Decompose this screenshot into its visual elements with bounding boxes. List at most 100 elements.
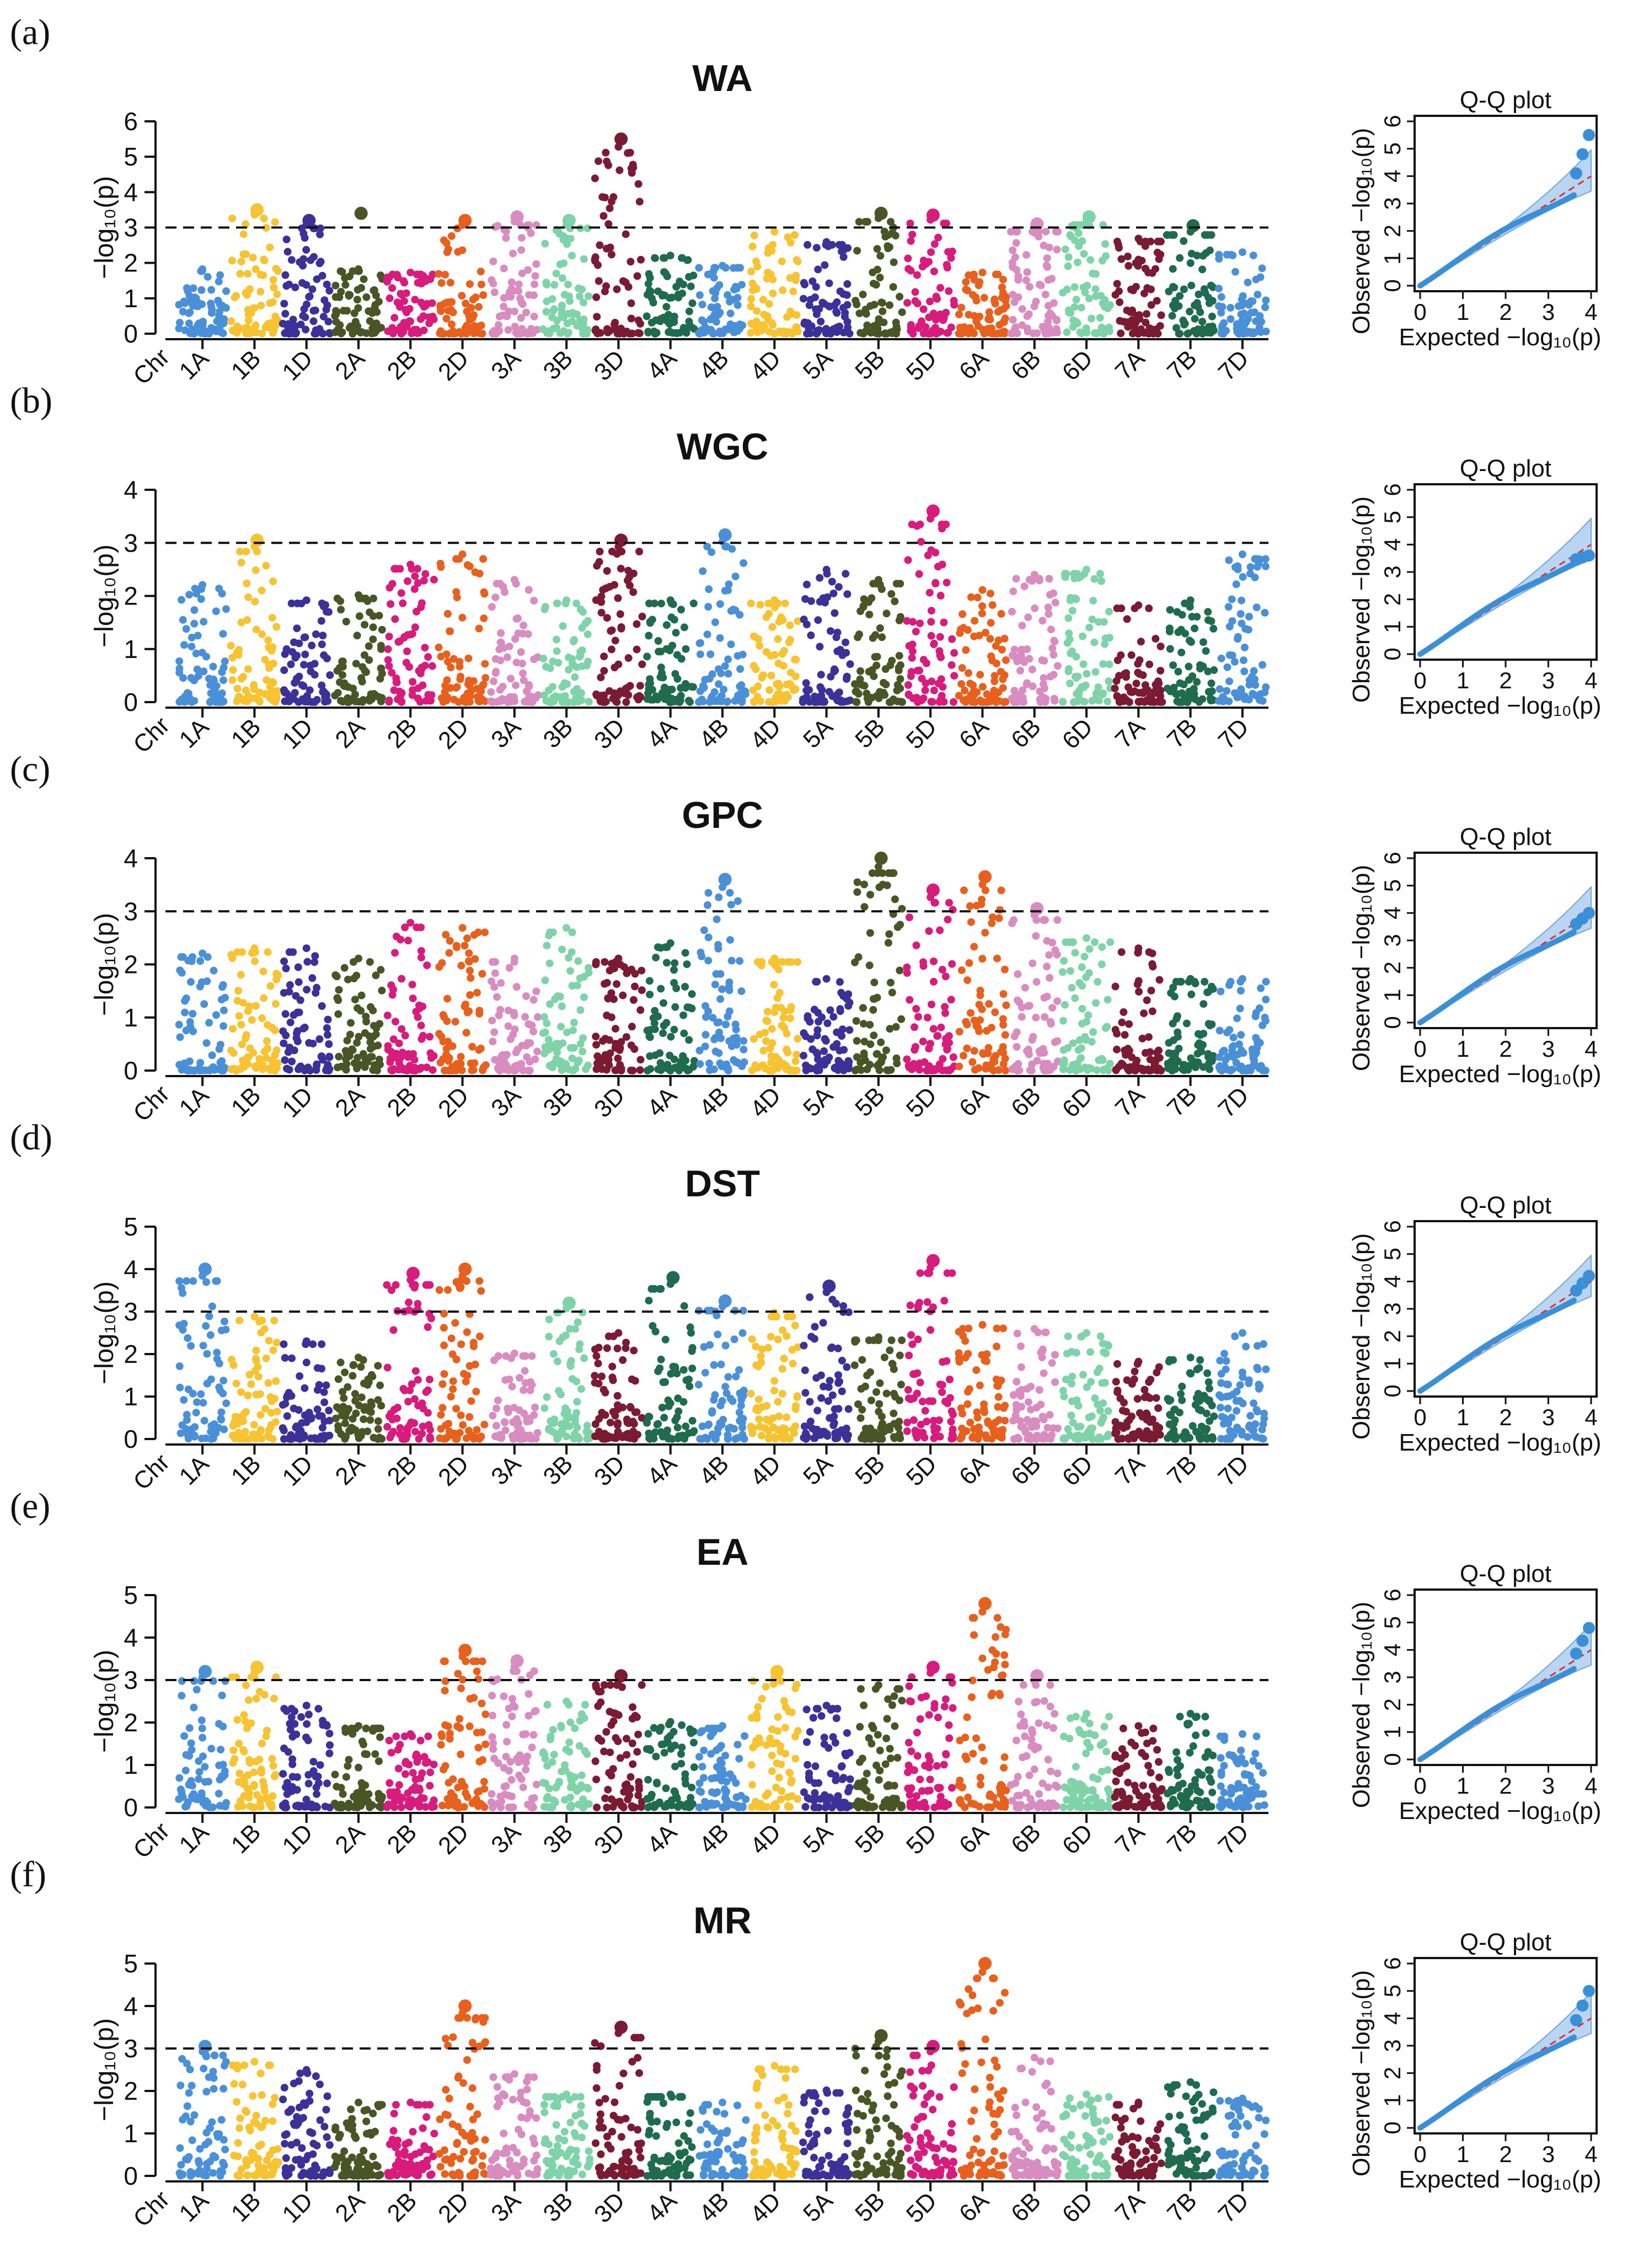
- snp-point: [1000, 634, 1009, 643]
- snp-point: [814, 616, 822, 624]
- y-tick-label: 4: [124, 1255, 138, 1283]
- snp-point: [833, 309, 841, 317]
- snp-point: [414, 579, 422, 587]
- snp-point: [872, 692, 881, 700]
- snp-point: [1227, 977, 1235, 986]
- snp-point: [559, 622, 567, 630]
- snp-point: [219, 676, 227, 684]
- snp-point: [402, 1051, 410, 1059]
- snp-point: [576, 1006, 585, 1014]
- snp-point: [1238, 248, 1246, 256]
- snp-point: [816, 643, 824, 651]
- snp-point: [978, 269, 987, 277]
- snp-point: [662, 645, 671, 653]
- snp-point: [1127, 285, 1135, 293]
- snp-point: [751, 1061, 759, 1069]
- snp-point: [281, 329, 289, 338]
- snp-point: [506, 1035, 515, 1043]
- snp-point: [628, 329, 636, 338]
- chromosome-6D-points: [1059, 217, 1114, 338]
- snp-point: [248, 1016, 256, 1024]
- snp-point: [931, 579, 940, 587]
- snp-point: [377, 641, 385, 650]
- snp-point: [936, 633, 944, 641]
- snp-point: [402, 289, 410, 297]
- snp-point: [1173, 1012, 1181, 1020]
- snp-point: [585, 292, 592, 301]
- snp-point: [268, 614, 276, 622]
- snp-point: [264, 1379, 272, 1387]
- snp-point: [554, 992, 562, 1000]
- snp-point: [1188, 613, 1196, 621]
- snp-point: [783, 680, 791, 688]
- snp-point: [828, 577, 836, 586]
- snp-point: [648, 616, 656, 624]
- snp-point: [597, 598, 606, 606]
- chromosome-label: 3D: [589, 345, 630, 386]
- snp-point: [903, 969, 911, 977]
- snp-point: [1231, 563, 1239, 571]
- snp-point: [518, 1041, 526, 1050]
- snp-point: [833, 1040, 841, 1048]
- snp-point: [455, 328, 463, 336]
- snp-point: [682, 645, 690, 653]
- snp-point: [570, 309, 578, 318]
- snp-point: [813, 1063, 822, 1071]
- snp-point: [1058, 698, 1067, 706]
- snp-point: [635, 329, 644, 338]
- snp-point: [697, 326, 705, 334]
- snp-point: [950, 301, 959, 309]
- snp-point: [512, 614, 521, 623]
- snp-point: [1244, 279, 1252, 287]
- snp-point: [786, 307, 795, 315]
- snp-point: [310, 660, 319, 668]
- snp-point: [681, 684, 689, 692]
- snp-point: [914, 1013, 922, 1021]
- y-tick-label: 0: [124, 1056, 138, 1085]
- snp-point: [1102, 252, 1110, 260]
- snp-point: [1048, 644, 1057, 652]
- qq-y-tick-label: 2: [1379, 961, 1405, 974]
- snp-point: [244, 1392, 252, 1399]
- snp-point: [670, 1055, 678, 1063]
- snp-point: [1148, 1007, 1157, 1015]
- snp-point: [554, 659, 563, 667]
- snp-point: [759, 296, 767, 304]
- snp-point: [252, 1346, 260, 1355]
- significant-snp-6B: [1030, 902, 1044, 916]
- snp-point: [770, 596, 779, 605]
- snp-point: [219, 1377, 228, 1385]
- snp-point: [302, 245, 310, 254]
- snp-point: [1186, 596, 1195, 605]
- snp-point: [250, 944, 259, 953]
- snp-point: [523, 687, 531, 696]
- snp-point: [517, 234, 526, 242]
- chromosome-3D-points: [592, 543, 646, 706]
- snp-point: [302, 325, 310, 334]
- snp-point: [807, 322, 816, 330]
- snp-point: [479, 680, 488, 688]
- chromosome-7B-points: [1163, 596, 1218, 706]
- snp-point: [713, 1019, 721, 1026]
- snp-point: [1168, 312, 1176, 320]
- snp-point: [175, 301, 183, 309]
- snp-point: [182, 1425, 190, 1433]
- snp-point: [478, 970, 486, 978]
- chromosome-label: 1A: [174, 345, 215, 385]
- snp-point: [617, 564, 625, 573]
- snp-point: [324, 1061, 332, 1069]
- snp-point: [907, 266, 915, 275]
- snp-point: [1084, 1011, 1093, 1019]
- snp-point: [180, 641, 188, 649]
- snp-point: [1124, 323, 1132, 331]
- chromosome-4A-points: [643, 252, 698, 338]
- snp-point: [416, 670, 425, 678]
- snp-point: [1234, 302, 1243, 311]
- snp-point: [209, 662, 217, 671]
- snp-point: [266, 982, 275, 990]
- snp-point: [254, 1373, 263, 1381]
- snp-point: [718, 1062, 726, 1071]
- snp-point: [873, 245, 881, 253]
- snp-point: [183, 284, 191, 292]
- chromosome-label: 2B: [382, 345, 422, 385]
